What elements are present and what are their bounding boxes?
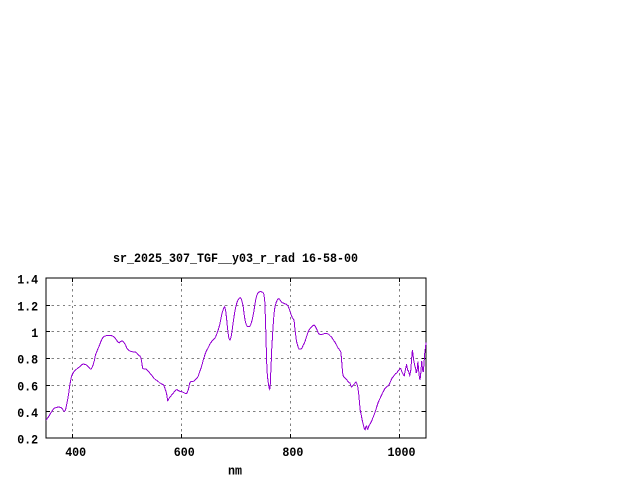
svg-text:600: 600 xyxy=(174,446,195,460)
svg-text:1.4: 1.4 xyxy=(17,274,38,288)
svg-text:0.4: 0.4 xyxy=(17,407,38,421)
svg-text:0.2: 0.2 xyxy=(17,434,38,448)
svg-text:nm: nm xyxy=(228,465,242,479)
svg-text:sr_2025_307_TGF__y03_r_rad 16-: sr_2025_307_TGF__y03_r_rad 16-58-00 xyxy=(113,252,358,266)
svg-text:800: 800 xyxy=(282,446,303,460)
svg-text:400: 400 xyxy=(65,446,86,460)
svg-text:1000: 1000 xyxy=(388,446,416,460)
svg-text:1: 1 xyxy=(31,327,38,341)
svg-text:0.8: 0.8 xyxy=(17,354,38,368)
svg-text:1.2: 1.2 xyxy=(17,300,38,314)
svg-text:0.6: 0.6 xyxy=(17,380,38,394)
